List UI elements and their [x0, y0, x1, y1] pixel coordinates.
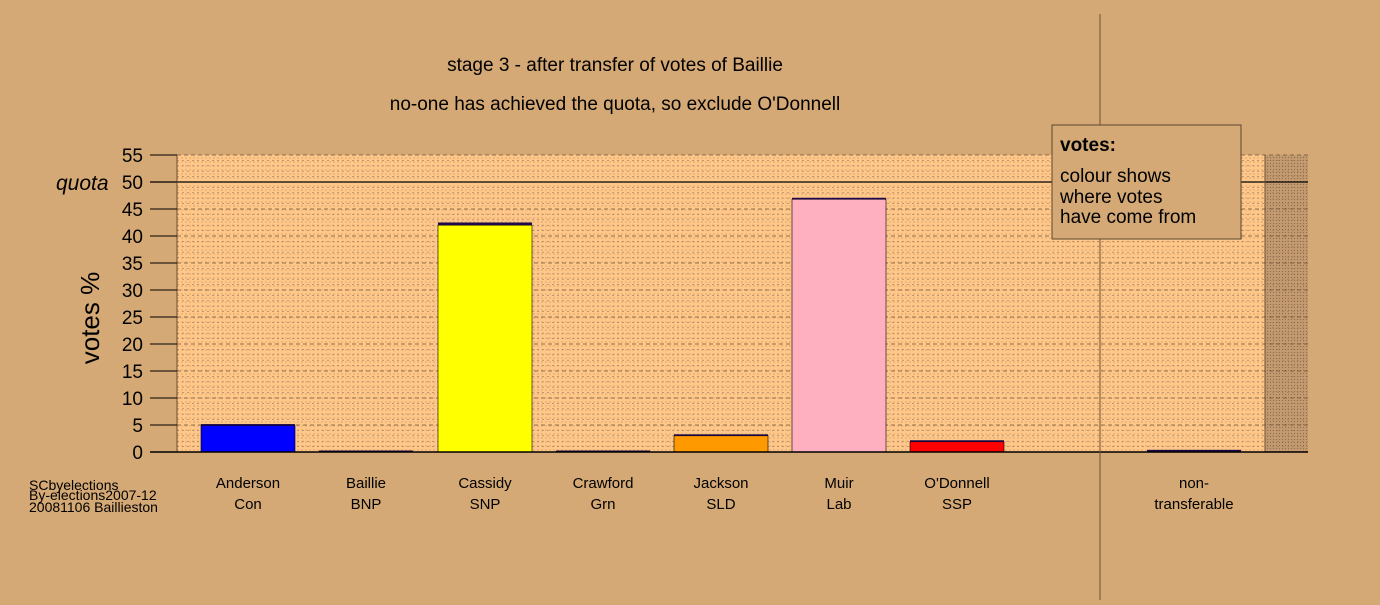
y-tick-label: 25: [122, 308, 143, 329]
bar-transfer: [674, 434, 768, 436]
x-tick-label-name: Anderson: [216, 475, 280, 492]
y-tick-label: 50: [122, 173, 143, 194]
x-tick-label-party: Lab: [826, 496, 851, 513]
y-tick-label: 35: [122, 254, 143, 275]
bar: [791, 198, 887, 453]
legend-line-3: have come from: [1060, 207, 1196, 228]
x-tick-label-name: Baillie: [346, 475, 386, 492]
bar: [437, 224, 533, 453]
bar: [200, 425, 296, 453]
bar: [673, 435, 769, 453]
source-line-3: 20081106 Baillieston: [29, 499, 158, 515]
chart-subtitle: no-one has achieved the quota, so exclud…: [390, 94, 840, 115]
legend-line-1: colour shows: [1060, 166, 1171, 187]
x-tick-label-name: Cassidy: [458, 475, 512, 492]
x-tick-label-name: O'Donnell: [924, 475, 989, 492]
x-tick-label-party: SSP: [942, 496, 972, 513]
x-tick-label-party: Grn: [590, 496, 615, 513]
bar-transfer: [438, 222, 532, 226]
legend-title: votes:: [1060, 135, 1116, 156]
non-transferable-region-texture: [1265, 155, 1308, 452]
x-tick-label-name: Crawford: [573, 475, 634, 492]
x-tick-label-party: Con: [234, 496, 262, 513]
x-tick-label-party: transferable: [1154, 496, 1233, 513]
chart-title: stage 3 - after transfer of votes of Bai…: [447, 55, 783, 76]
y-tick-label: 5: [132, 416, 143, 437]
y-tick-label: 45: [122, 200, 143, 221]
bar-transfer: [1147, 449, 1241, 452]
source-line-1: SCbyelections: [29, 477, 119, 493]
legend-box: [1051, 124, 1242, 240]
x-tick-label-name: Jackson: [693, 475, 748, 492]
x-tick-label-name: Muir: [824, 475, 853, 492]
y-axis-label: votes %: [75, 272, 105, 365]
y-tick-label: 40: [122, 227, 143, 248]
bar-transfer: [910, 440, 1004, 442]
x-tick-label-name: non-: [1179, 475, 1209, 492]
y-tick-label: 0: [132, 443, 143, 464]
x-tick-label-party: BNP: [351, 496, 382, 513]
y-tick-label: 20: [122, 335, 143, 356]
bar: [909, 441, 1005, 453]
bar-transfer: [792, 197, 886, 200]
y-tick-label: 10: [122, 389, 143, 410]
quota-label: quota: [56, 172, 109, 195]
x-tick-label-party: SLD: [706, 496, 735, 513]
x-tick-label-party: SNP: [470, 496, 501, 513]
y-tick-label: 15: [122, 362, 143, 383]
y-tick-label: 30: [122, 281, 143, 302]
source-line-2: By-elections2007-12: [29, 487, 157, 503]
y-tick-label: 55: [122, 146, 143, 167]
bar-transfer: [201, 424, 295, 426]
legend-line-2: where votes: [1059, 187, 1162, 208]
